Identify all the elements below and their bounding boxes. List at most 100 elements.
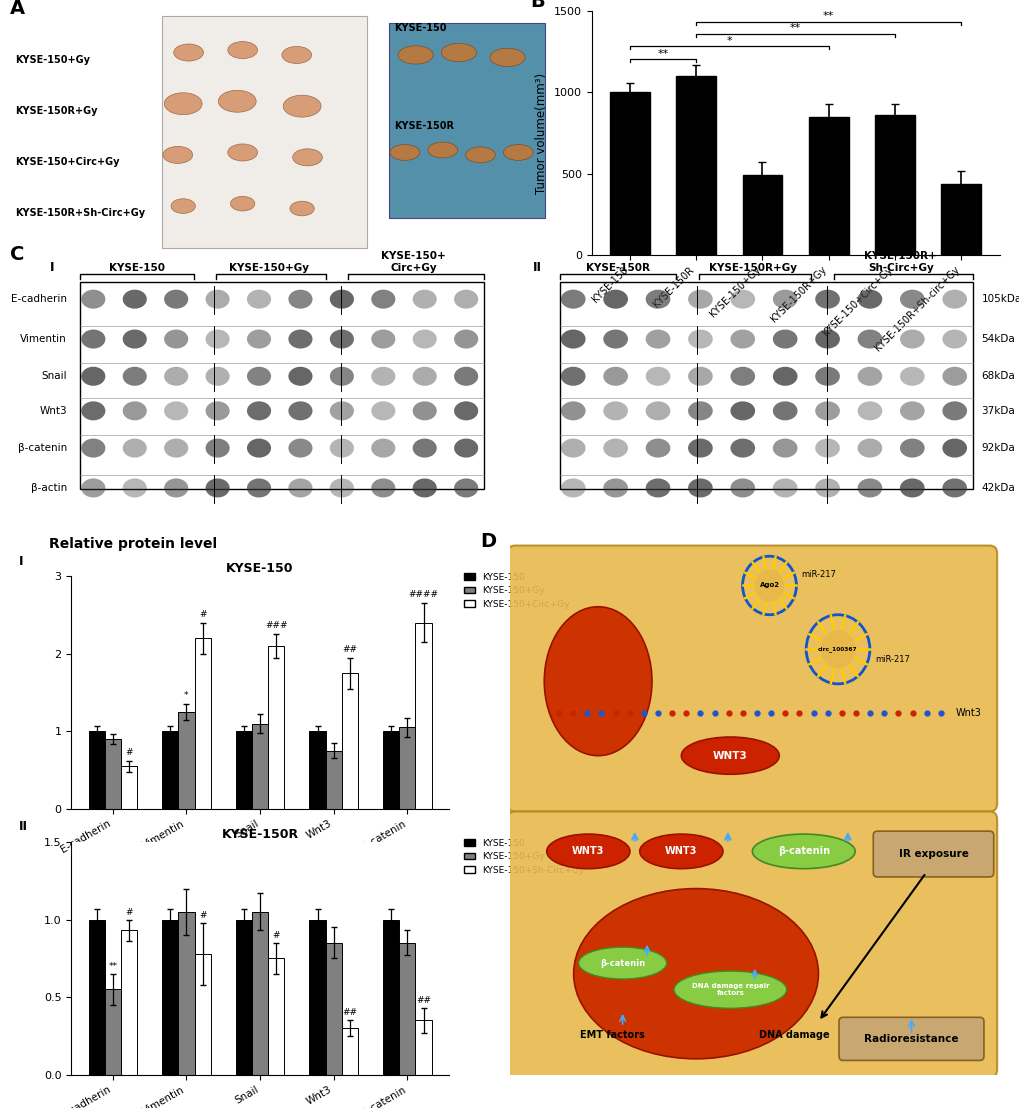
Ellipse shape <box>602 289 628 309</box>
Ellipse shape <box>645 289 669 309</box>
Ellipse shape <box>857 479 881 497</box>
Bar <box>235 731 252 809</box>
Ellipse shape <box>639 834 722 869</box>
Ellipse shape <box>772 289 797 309</box>
Ellipse shape <box>164 439 189 458</box>
Ellipse shape <box>560 289 585 309</box>
Ellipse shape <box>247 439 271 458</box>
Text: **: ** <box>657 49 668 59</box>
Ellipse shape <box>602 479 628 497</box>
Ellipse shape <box>247 479 271 497</box>
Ellipse shape <box>578 947 666 979</box>
Ellipse shape <box>122 439 147 458</box>
Ellipse shape <box>329 329 354 349</box>
Ellipse shape <box>164 367 189 386</box>
Bar <box>195 954 211 1075</box>
Ellipse shape <box>283 95 321 117</box>
Text: miR-217: miR-217 <box>801 571 836 579</box>
Ellipse shape <box>814 479 839 497</box>
Ellipse shape <box>453 439 478 458</box>
Ellipse shape <box>544 607 651 756</box>
Ellipse shape <box>173 44 203 61</box>
Text: β-catenin: β-catenin <box>17 443 67 453</box>
Ellipse shape <box>857 289 881 309</box>
Ellipse shape <box>206 401 229 420</box>
Ellipse shape <box>164 401 189 420</box>
Ellipse shape <box>899 479 924 497</box>
Text: **: ** <box>822 11 834 21</box>
Text: 54kDa: 54kDa <box>980 334 1014 345</box>
Ellipse shape <box>573 889 817 1059</box>
Ellipse shape <box>602 401 628 420</box>
Ellipse shape <box>942 367 966 386</box>
Ellipse shape <box>453 479 478 497</box>
Text: β-actin: β-actin <box>31 483 67 493</box>
Circle shape <box>754 570 784 602</box>
Ellipse shape <box>247 329 271 349</box>
Ellipse shape <box>857 329 881 349</box>
Ellipse shape <box>560 479 585 497</box>
Bar <box>162 731 178 809</box>
Ellipse shape <box>227 41 257 59</box>
Bar <box>398 943 415 1075</box>
Text: Wnt3: Wnt3 <box>40 406 67 416</box>
Ellipse shape <box>899 329 924 349</box>
Bar <box>383 731 398 809</box>
Ellipse shape <box>814 367 839 386</box>
Text: WNT3: WNT3 <box>712 750 747 761</box>
Bar <box>252 724 268 809</box>
Ellipse shape <box>413 439 436 458</box>
Ellipse shape <box>814 289 839 309</box>
Ellipse shape <box>122 479 147 497</box>
Ellipse shape <box>772 329 797 349</box>
Text: KYSE-150R+Gy: KYSE-150R+Gy <box>15 106 98 116</box>
Ellipse shape <box>688 439 712 458</box>
Ellipse shape <box>560 401 585 420</box>
Ellipse shape <box>772 439 797 458</box>
Text: IR exposure: IR exposure <box>898 849 967 859</box>
Text: KYSE-150+Circ+Gy: KYSE-150+Circ+Gy <box>15 157 120 167</box>
Bar <box>609 92 649 255</box>
FancyBboxPatch shape <box>507 811 997 1077</box>
Ellipse shape <box>82 289 105 309</box>
Text: 37kDa: 37kDa <box>980 406 1014 416</box>
Ellipse shape <box>247 401 271 420</box>
Text: *: * <box>726 35 732 45</box>
Ellipse shape <box>413 479 436 497</box>
Text: β-catenin: β-catenin <box>599 958 645 967</box>
Ellipse shape <box>289 202 314 216</box>
Bar <box>309 731 325 809</box>
Ellipse shape <box>730 479 754 497</box>
Text: KYSE-150R+Gy: KYSE-150R+Gy <box>708 263 796 273</box>
Bar <box>268 958 284 1075</box>
Ellipse shape <box>206 329 229 349</box>
Ellipse shape <box>489 49 525 66</box>
Ellipse shape <box>427 142 458 158</box>
Ellipse shape <box>942 401 966 420</box>
Ellipse shape <box>371 479 395 497</box>
Ellipse shape <box>288 367 312 386</box>
Ellipse shape <box>730 439 754 458</box>
Text: #: # <box>199 609 206 618</box>
Text: Ago2: Ago2 <box>759 583 779 588</box>
Ellipse shape <box>814 439 839 458</box>
Ellipse shape <box>772 367 797 386</box>
Ellipse shape <box>413 367 436 386</box>
Text: B: B <box>530 0 544 11</box>
Ellipse shape <box>329 367 354 386</box>
Text: ###: ### <box>265 622 287 630</box>
Bar <box>178 912 195 1075</box>
Text: KYSE-150R+Sh-Circ+Gy: KYSE-150R+Sh-Circ+Gy <box>15 208 146 218</box>
Ellipse shape <box>674 971 786 1008</box>
Text: **: ** <box>789 23 801 33</box>
Text: D: D <box>480 532 496 552</box>
Bar <box>268 646 284 809</box>
Ellipse shape <box>164 329 189 349</box>
Text: KYSE-150R+
Sh-Circ+Gy: KYSE-150R+ Sh-Circ+Gy <box>864 252 936 273</box>
Ellipse shape <box>681 737 779 774</box>
Bar <box>341 1028 358 1075</box>
FancyBboxPatch shape <box>507 545 997 811</box>
Ellipse shape <box>688 367 712 386</box>
Ellipse shape <box>371 439 395 458</box>
Ellipse shape <box>247 367 271 386</box>
